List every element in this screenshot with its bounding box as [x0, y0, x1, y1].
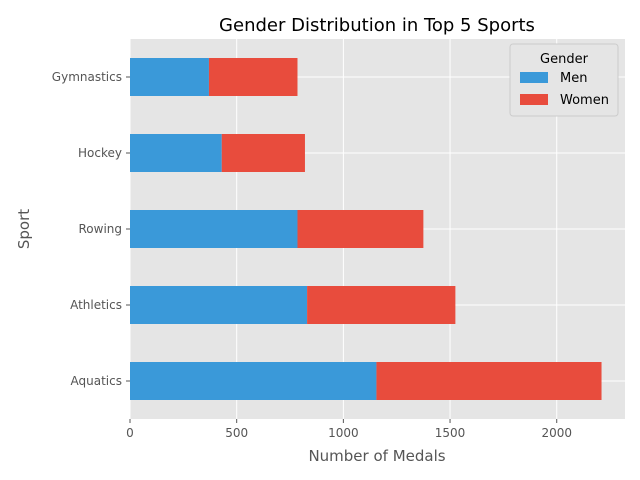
y-tick-label: Athletics	[70, 298, 122, 312]
y-tick-label: Rowing	[78, 222, 122, 236]
y-axis-ticks: Aquatics Athletics Rowing Hockey Gymnastics	[52, 70, 130, 388]
bar-athletics-women	[307, 286, 456, 324]
bar-gymnastics-women	[208, 58, 298, 96]
bar-hockey-men	[130, 134, 222, 172]
x-tick-label: 1000	[328, 426, 359, 440]
legend: Gender Men Women	[509, 43, 619, 117]
x-tick-label: 500	[225, 426, 248, 440]
x-tick-label: 0	[126, 426, 134, 440]
y-tick-label: Aquatics	[71, 374, 122, 388]
bar-aquatics-men	[130, 362, 377, 400]
bar-aquatics-women	[376, 362, 602, 400]
bar-rowing-women	[297, 210, 424, 248]
y-tick-label: Gymnastics	[52, 70, 122, 84]
legend-swatch-women	[520, 94, 548, 105]
y-tick-label: Hockey	[78, 146, 122, 160]
chart-title: Gender Distribution in Top 5 Sports	[219, 15, 535, 36]
x-tick-label: 1500	[435, 426, 466, 440]
legend-title: Gender	[540, 52, 589, 67]
x-axis-ticks: 0 500 1000 1500 2000	[126, 419, 572, 440]
x-axis-label: Number of Medals	[308, 447, 445, 465]
bar-rowing-men	[130, 210, 298, 248]
bars	[130, 58, 602, 400]
bar-gymnastics-men	[130, 58, 209, 96]
legend-swatch-men	[520, 72, 548, 83]
x-tick-label: 2000	[541, 426, 572, 440]
legend-label-men: Men	[560, 71, 587, 86]
legend-label-women: Women	[560, 93, 609, 108]
bar-athletics-men	[130, 286, 308, 324]
bar-hockey-women	[221, 134, 305, 172]
y-axis-label: Sport	[15, 209, 33, 249]
